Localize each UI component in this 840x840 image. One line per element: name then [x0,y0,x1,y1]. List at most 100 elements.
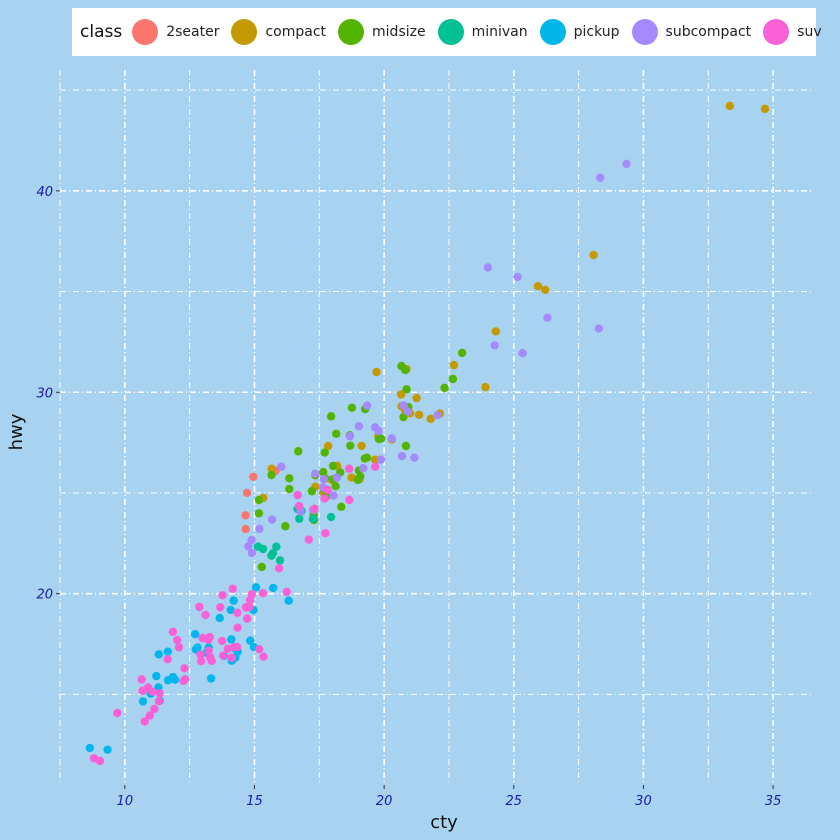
point-midsize [328,461,338,471]
point-suv [148,687,157,696]
legend-item-compact: compact [227,19,326,45]
point-suv [345,495,354,505]
point-suv [173,635,182,645]
point-pickup [227,635,236,644]
legend-label-2seater: 2seater [166,24,220,40]
point-suv [180,674,190,684]
point-midsize [402,385,411,394]
point-midsize [337,502,346,512]
point-minivan [267,551,276,560]
y-tick-label: 40 [36,185,53,200]
point-midsize [319,467,328,477]
point-suv [233,623,242,632]
point-compact [372,367,381,377]
point-subcompact [518,348,527,358]
x-tick-label: 15 [246,794,263,809]
point-suv [154,697,164,706]
point-suv [223,644,233,653]
point-minivan [272,542,281,551]
point-suv [320,494,329,503]
point-pickup [138,697,148,706]
point-subcompact [311,469,320,478]
point-compact [491,327,501,336]
point-midsize [281,522,290,531]
point-suv [163,655,172,664]
point-minivan [258,544,268,554]
legend-key-suv [763,19,790,45]
point-subcompact [376,455,386,464]
point-suv [113,708,122,718]
point-suv [150,704,159,714]
point-compact [370,455,380,464]
point-2seater [242,488,252,498]
x-tick-label: 25 [506,794,523,809]
point-pickup [269,583,278,593]
point-compact [414,410,424,420]
point-2seater [241,511,250,520]
legend-item-midsize: midsize [334,19,426,45]
point-suv [168,627,178,637]
point-suv [155,689,164,698]
point-minivan [275,556,285,565]
y-tick-label: 30 [36,386,53,401]
point-compact [540,285,550,295]
legend-key-minivan [437,19,464,45]
grid-layer [59,70,812,785]
point-compact [396,390,406,399]
point-suv [145,711,155,720]
point-compact [481,382,490,392]
point-subcompact [359,463,368,473]
point-pickup [103,745,112,754]
point-pickup [163,676,173,685]
point-suv [293,490,302,500]
point-suv [227,653,236,662]
point-subcompact [403,407,412,416]
point-suv [259,652,268,661]
point-pickup [251,583,261,592]
point-suv [230,642,239,652]
legend-label-midsize: midsize [372,24,426,40]
point-midsize [320,448,329,457]
point-compact [449,360,459,370]
legend-key-2seater [132,19,159,45]
point-minivan [308,514,318,524]
point-midsize [346,441,355,450]
point-suv [201,610,210,620]
point-subcompact [255,524,264,534]
point-subcompact [594,324,604,333]
point-suv [245,595,255,605]
point-subcompact [596,173,605,182]
point-subcompact [244,542,253,551]
point-compact [760,104,770,114]
point-midsize [331,429,341,438]
point-pickup [154,650,164,659]
point-midsize [254,509,264,518]
point-suv [196,650,205,659]
point-suv [345,464,354,473]
x-tick-label: 20 [376,794,393,809]
point-pickup [246,636,255,645]
point-pickup [215,613,224,623]
point-subcompact [247,535,256,545]
point-subcompact [267,515,277,524]
point-2seater [249,472,258,481]
point-suv [218,651,228,660]
legend-item-pickup: pickup [536,19,620,45]
point-midsize [285,484,294,494]
legend-label-compact: compact [265,24,327,40]
point-suv [242,614,252,623]
point-midsize [254,495,264,505]
legend-key-midsize [338,19,365,45]
point-suv [304,535,314,544]
x-tick-label: 35 [765,794,782,809]
point-suv [233,608,242,617]
point-subcompact [513,272,522,282]
point-suv [195,602,204,612]
point-suv [254,644,264,654]
point-subcompact [397,451,407,461]
point-suv [204,635,213,645]
legend-items: 2seater compact midsize minivan pickup subcom… [128,19,829,45]
legend: class 2seater compact midsize minivan pickup… [72,8,822,56]
point-subcompact [370,423,380,432]
